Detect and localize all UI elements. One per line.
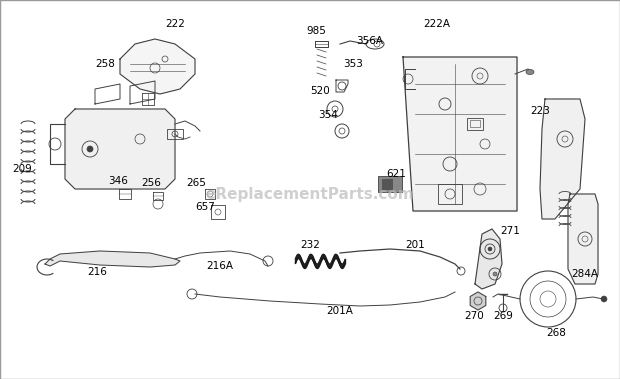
Polygon shape (470, 292, 486, 310)
Text: 258: 258 (95, 59, 115, 69)
Polygon shape (475, 229, 502, 289)
Text: 985: 985 (306, 26, 326, 36)
Bar (470, 120, 480, 127)
Circle shape (601, 296, 607, 302)
Polygon shape (568, 194, 598, 284)
Text: 256: 256 (141, 178, 161, 188)
Polygon shape (120, 39, 195, 94)
Text: 223: 223 (530, 106, 550, 116)
Text: 353: 353 (343, 59, 363, 69)
Circle shape (493, 272, 497, 276)
Bar (382, 179, 392, 189)
Text: 346: 346 (108, 176, 128, 186)
Text: 216A: 216A (206, 261, 234, 271)
Circle shape (87, 146, 93, 152)
Text: 269: 269 (493, 311, 513, 321)
Text: 284A: 284A (572, 269, 598, 279)
Text: 232: 232 (300, 240, 320, 250)
Text: 271: 271 (500, 226, 520, 236)
Text: 216: 216 (87, 267, 107, 277)
Polygon shape (403, 57, 517, 211)
Polygon shape (45, 251, 180, 267)
Text: 356A: 356A (356, 36, 384, 46)
Text: 265: 265 (186, 178, 206, 188)
Text: 268: 268 (546, 328, 566, 338)
Text: 201: 201 (405, 240, 425, 250)
Text: 354: 354 (318, 110, 338, 120)
Polygon shape (540, 99, 585, 219)
Text: 222: 222 (165, 19, 185, 29)
Bar (467, 118, 483, 130)
Text: 201A: 201A (327, 306, 353, 316)
Bar (167, 129, 183, 139)
Text: 222A: 222A (423, 19, 451, 29)
Bar (378, 176, 402, 192)
Text: eReplacementParts.com: eReplacementParts.com (206, 186, 414, 202)
Polygon shape (65, 109, 175, 189)
Ellipse shape (526, 69, 534, 75)
Text: 520: 520 (310, 86, 330, 96)
Text: 657: 657 (195, 202, 215, 212)
Text: 621: 621 (386, 169, 406, 179)
Bar (438, 184, 462, 204)
Text: 209: 209 (12, 164, 32, 174)
Text: 270: 270 (464, 311, 484, 321)
Circle shape (488, 247, 492, 251)
